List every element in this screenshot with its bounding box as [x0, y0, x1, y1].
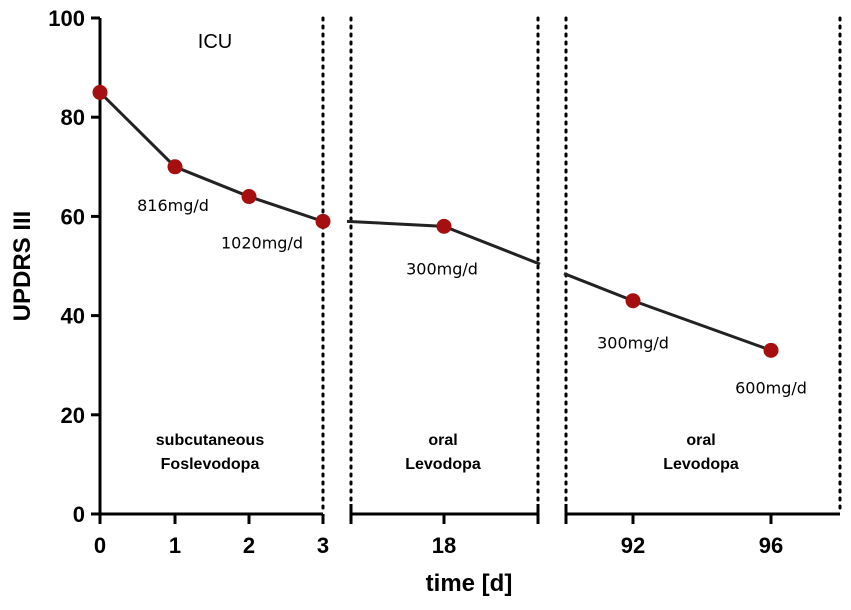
data-point-day-1	[167, 159, 183, 175]
dose-label-day-18: 300mg/d	[406, 259, 478, 278]
y-tick-label: 100	[48, 6, 85, 31]
x-tick-label: 96	[759, 533, 783, 558]
x-tick-label: 92	[621, 533, 645, 558]
data-point-day-96	[763, 342, 779, 358]
x-tick-label: 2	[243, 533, 255, 558]
data-point-day-3	[315, 213, 331, 229]
icu-label: ICU	[198, 31, 232, 53]
phase-label-1-line2: Foslevodopa	[161, 456, 260, 473]
y-axis: 0 20 40 60 80 100 UPDRS III	[9, 6, 102, 527]
series-markers	[92, 84, 779, 358]
dose-label-day-96: 600mg/d	[735, 378, 807, 397]
phase-label-3-line1: oral	[686, 432, 715, 449]
phase-labels: subcutaneous Foslevodopa oral Levodopa o…	[156, 432, 739, 473]
y-ticks: 0 20 40 60 80 100	[48, 6, 100, 527]
data-point-day-18	[436, 218, 452, 234]
x-tick-label: 18	[432, 533, 456, 558]
data-point-day-0	[92, 84, 108, 100]
x-tick-label: 0	[94, 533, 106, 558]
y-axis-title: UPDRS III	[9, 211, 36, 322]
phase-label-1-line1: subcutaneous	[156, 432, 265, 449]
x-ticks: 0 1 2 3 18 92 96	[94, 514, 783, 558]
y-tick-label: 20	[61, 403, 85, 428]
dose-labels: 816mg/d 1020mg/d 300mg/d 300mg/d 600mg/d	[137, 196, 807, 398]
data-point-day-92	[625, 293, 641, 309]
series-line-segment-1	[98, 91, 324, 223]
phase-label-2-line1: oral	[428, 432, 457, 449]
y-tick-label: 60	[61, 204, 85, 229]
dose-label-day-1: 816mg/d	[137, 196, 209, 215]
data-point-day-2	[241, 189, 257, 205]
x-axis: 0 1 2 3 18 92 96 time [d]	[94, 504, 840, 597]
x-axis-title: time [d]	[426, 570, 513, 597]
phase-label-2-line2: Levodopa	[405, 456, 481, 473]
phase-label-3-line2: Levodopa	[663, 456, 739, 473]
series-lines	[98, 91, 772, 352]
dose-label-day-92: 300mg/d	[597, 334, 669, 353]
x-tick-label: 3	[317, 533, 329, 558]
y-tick-label: 80	[61, 105, 85, 130]
dose-label-day-2: 1020mg/d	[221, 234, 303, 253]
x-tick-label: 1	[169, 533, 181, 558]
y-tick-label: 0	[73, 502, 85, 527]
segment-separators	[321, 16, 842, 516]
y-tick-label: 40	[61, 304, 85, 329]
